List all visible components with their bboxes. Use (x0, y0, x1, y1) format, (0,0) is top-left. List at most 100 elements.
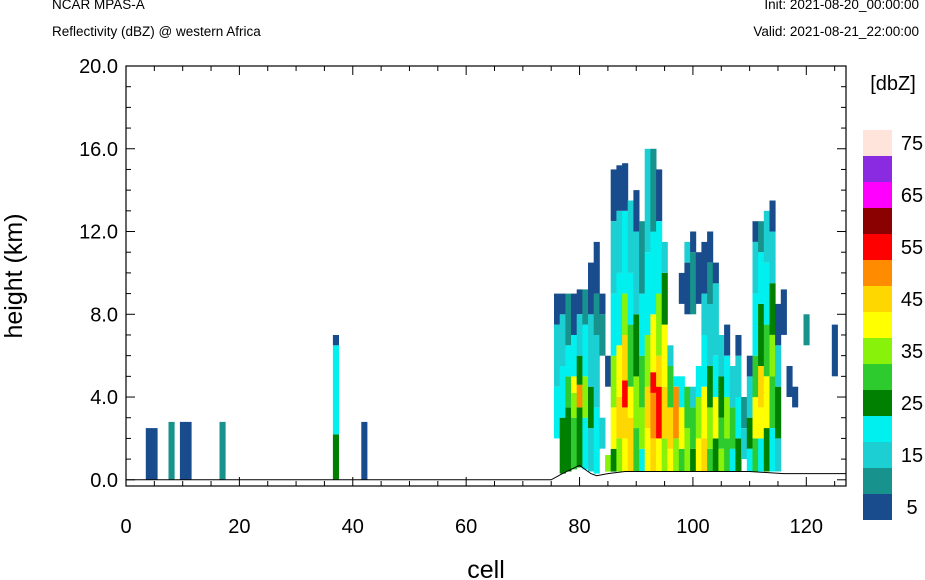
reflectivity-cell (616, 272, 623, 346)
reflectivity-cell (610, 448, 617, 472)
reflectivity-cell (622, 438, 629, 472)
reflectivity-cell (769, 335, 776, 377)
reflectivity-cell (661, 241, 668, 273)
reflectivity-cell (610, 169, 617, 222)
reflectivity-cell (831, 324, 838, 377)
reflectivity-cell (718, 448, 725, 472)
reflectivity-cell (667, 448, 674, 472)
y-tick-label: 12.0 (79, 222, 118, 244)
reflectivity-cell (667, 345, 674, 366)
reflectivity-cell (179, 421, 186, 480)
reflectivity-cell (769, 231, 776, 284)
reflectivity-cell (332, 345, 339, 435)
reflectivity-cell (650, 148, 657, 232)
reflectivity-cell (576, 384, 583, 408)
reflectivity-cell (724, 324, 731, 356)
reflectivity-cell (576, 289, 583, 315)
reflectivity-cell (559, 314, 566, 366)
y-axis-title: height (km) (0, 213, 28, 338)
reflectivity-cell (633, 428, 640, 472)
reflectivity-cell (667, 407, 674, 449)
reflectivity-cell (690, 407, 697, 449)
reflectivity-cell (565, 345, 572, 377)
reflectivity-cell (775, 303, 782, 346)
reflectivity-cell (758, 221, 765, 253)
reflectivity-cells (145, 148, 838, 480)
reflectivity-cell (565, 376, 572, 408)
reflectivity-cell (627, 324, 634, 387)
reflectivity-cell (361, 421, 368, 480)
reflectivity-cell (650, 392, 657, 439)
reflectivity-cell (684, 262, 691, 315)
reflectivity-cell (769, 283, 776, 335)
reflectivity-cell (775, 386, 782, 439)
reflectivity-cell (729, 366, 736, 408)
reflectivity-cell (593, 407, 600, 474)
reflectivity-cell (644, 335, 651, 387)
reflectivity-cell (599, 293, 606, 315)
reflectivity-cell (746, 417, 753, 449)
reflectivity-cell (616, 397, 623, 439)
reflectivity-cell (707, 407, 714, 449)
reflectivity-cell (758, 438, 765, 472)
reflectivity-cell (656, 221, 663, 294)
colorbar-label: 65 (901, 185, 923, 207)
reflectivity-cell (593, 293, 600, 335)
reflectivity-cell (616, 210, 623, 273)
colorbar-swatch (863, 156, 892, 182)
colorbar-swatch (863, 312, 892, 338)
reflectivity-cell (707, 303, 714, 366)
reflectivity-cell (576, 314, 583, 356)
reflectivity-cell (582, 417, 589, 470)
x-tick-label: 120 (790, 516, 823, 538)
reflectivity-cell (695, 366, 702, 397)
colorbar-swatch (863, 494, 892, 520)
reflectivity-cell (656, 386, 663, 439)
reflectivity-cell (752, 438, 759, 472)
reflectivity-cell (622, 293, 629, 335)
reflectivity-cell (752, 221, 759, 242)
x-tick-label: 20 (228, 516, 250, 538)
model-name-label: NCAR MPAS-A (52, 0, 145, 12)
y-tick-label: 0.0 (90, 470, 118, 492)
reflectivity-cell (656, 355, 663, 387)
reflectivity-cell (582, 289, 589, 325)
reflectivity-cell (554, 293, 561, 325)
reflectivity-cell (185, 421, 192, 480)
reflectivity-cell (729, 448, 736, 472)
colorbar-label: 45 (901, 289, 923, 311)
reflectivity-cell (707, 366, 714, 408)
colorbar-swatch (863, 468, 892, 494)
reflectivity-cell (690, 252, 697, 315)
reflectivity-cell (582, 324, 589, 377)
reflectivity-cell (639, 293, 646, 356)
y-tick-label: 4.0 (90, 387, 118, 409)
reflectivity-cell (690, 448, 697, 472)
reflectivity-cell (735, 397, 742, 439)
reflectivity-cell (803, 314, 810, 346)
reflectivity-cell (701, 438, 708, 472)
reflectivity-cell (576, 407, 583, 468)
x-axis-title: cell (467, 556, 505, 580)
reflectivity-cell (616, 345, 623, 397)
reflectivity-cell (644, 386, 651, 429)
x-tick-label: 80 (568, 516, 590, 538)
reflectivity-cell (661, 386, 668, 439)
reflectivity-cell (769, 428, 776, 472)
reflectivity-cell (684, 241, 691, 263)
reflectivity-cell (656, 293, 663, 356)
reflectivity-cell (763, 262, 770, 325)
y-tick-label: 20.0 (79, 56, 118, 78)
plot-frame (125, 65, 847, 487)
reflectivity-cell (673, 386, 680, 439)
reflectivity-cell (610, 407, 617, 449)
reflectivity-cell (752, 355, 759, 398)
reflectivity-cell (599, 314, 606, 356)
reflectivity-cell (741, 428, 748, 460)
reflectivity-cell (729, 407, 736, 449)
reflectivity-cell (571, 417, 578, 470)
colorbar-label: 15 (901, 445, 923, 467)
reflectivity-cell (588, 262, 595, 315)
reflectivity-cell (701, 241, 708, 294)
reflectivity-cell (627, 272, 634, 325)
